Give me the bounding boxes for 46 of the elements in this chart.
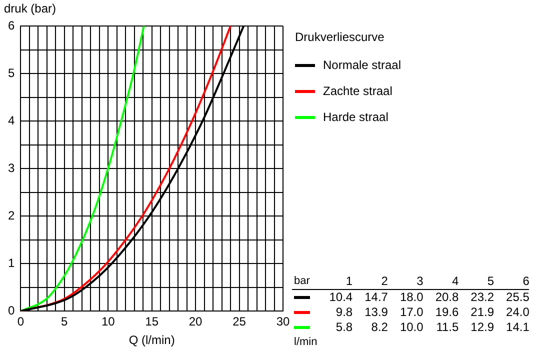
y-axis-title: druk (bar) (4, 1, 56, 16)
text: bar (293, 274, 311, 289)
text: 6 (522, 274, 530, 290)
y-tick-label: 1 (8, 256, 15, 270)
text: 1 (344, 274, 353, 290)
text: 25.5 (505, 290, 530, 305)
text: 14.1 (505, 320, 530, 335)
text: 24.0 (505, 305, 530, 320)
text: 18.0 (398, 290, 424, 305)
text: 19.6 (434, 305, 459, 320)
text: 17.0 (398, 305, 424, 320)
x-tick-label: 20 (188, 314, 203, 329)
legend-label: Harde straal (323, 110, 388, 124)
text: 3 (416, 274, 424, 290)
x-tick-label: 10 (101, 314, 116, 329)
text: 10.4 (328, 290, 353, 305)
y-tick-label: 5 (8, 66, 15, 80)
x-tick-label: 5 (61, 314, 68, 329)
y-tick-label: 4 (8, 113, 15, 128)
text: 23.2 (470, 290, 494, 305)
text: 4 (450, 274, 459, 290)
y-tick-label: 3 (8, 160, 15, 175)
text: 12.9 (470, 320, 494, 335)
legend-label: Normale straal (323, 58, 402, 72)
text: 2 (380, 274, 388, 290)
legend-label: Zachte straal (323, 84, 392, 98)
y-tick-label: 0 (8, 304, 15, 318)
text: 21.9 (470, 305, 494, 320)
text: 5 (486, 274, 494, 290)
text: l/min (293, 335, 318, 350)
text: 9.8 (334, 305, 353, 320)
y-tick-label: 6 (8, 18, 15, 32)
text: 11.5 (435, 320, 459, 335)
text: 10.0 (398, 320, 424, 335)
text: 13.9 (364, 305, 388, 320)
x-tick-label: 0 (17, 314, 24, 329)
text: 8.2 (370, 320, 388, 335)
x-axis-title: Q (l/min) (128, 333, 175, 348)
text: 20.8 (434, 290, 459, 305)
text: 14.7 (364, 290, 388, 305)
x-tick-label: 30 (276, 314, 290, 329)
text: 5.8 (334, 320, 353, 335)
legend-title: Drukverliescurve (295, 30, 386, 44)
x-tick-label: 25 (232, 314, 246, 329)
y-tick-label: 2 (8, 208, 15, 222)
x-tick-label: 15 (145, 314, 159, 329)
